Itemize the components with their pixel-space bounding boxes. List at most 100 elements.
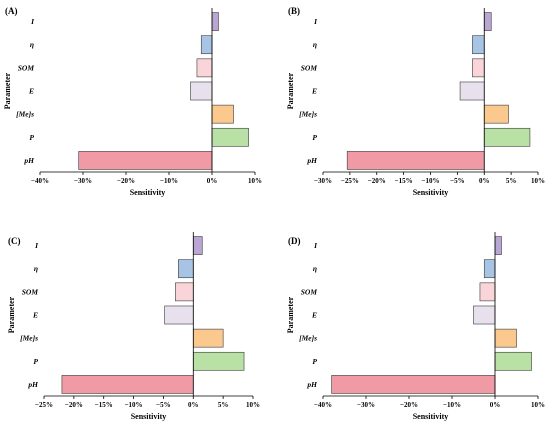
panel-label: (D) bbox=[288, 236, 301, 246]
chart-panel-2: (B) Parameter Iη SOM E [Me]s PpH −30% −25% −20% −1… bbox=[286, 6, 545, 197]
category-label: E bbox=[311, 311, 317, 320]
x-axis-title: Sensitivity bbox=[131, 412, 167, 421]
category-label: SOM bbox=[18, 63, 35, 72]
bar-1 bbox=[178, 259, 194, 279]
x-tick-label: −5% bbox=[450, 177, 465, 185]
category-label: pH bbox=[27, 380, 39, 389]
category-label: [Me]s bbox=[16, 110, 34, 119]
bar-2 bbox=[196, 58, 213, 78]
bar-0 bbox=[211, 12, 219, 31]
bar-3 bbox=[190, 81, 213, 101]
x-tick-label: −40% bbox=[314, 401, 332, 409]
bar-6 bbox=[331, 375, 496, 394]
category-label: P bbox=[33, 357, 38, 366]
x-axis-title: Sensitivity bbox=[413, 188, 449, 197]
bar-4 bbox=[192, 328, 224, 348]
category-label: pH bbox=[23, 156, 35, 165]
category-label: η bbox=[313, 40, 317, 49]
x-tick-label: 10% bbox=[531, 401, 545, 409]
category-label: pH bbox=[306, 156, 318, 165]
bar-4 bbox=[494, 328, 517, 348]
x-tick-label: −30% bbox=[314, 177, 332, 185]
x-tick-label: 5% bbox=[218, 401, 229, 409]
x-tick-label: −10% bbox=[422, 177, 440, 185]
x-tick-label: 10% bbox=[248, 177, 262, 185]
bar-1 bbox=[472, 35, 485, 55]
category-label: pH bbox=[306, 380, 318, 389]
category-label: P bbox=[312, 357, 317, 366]
category-label: E bbox=[311, 87, 317, 96]
bar-3 bbox=[164, 305, 194, 325]
bar-4 bbox=[483, 104, 509, 124]
x-tick-label: −25% bbox=[341, 177, 359, 185]
panel-label: (A) bbox=[5, 6, 18, 16]
bar-6 bbox=[346, 151, 485, 170]
bar-3 bbox=[459, 81, 485, 101]
category-label: η bbox=[30, 40, 34, 49]
category-label: [Me]s bbox=[299, 110, 317, 119]
x-tick-label: −15% bbox=[395, 177, 413, 185]
x-tick-label: 10% bbox=[246, 401, 260, 409]
category-label: I bbox=[313, 17, 318, 26]
x-tick-label: 10% bbox=[531, 177, 545, 185]
bar-5 bbox=[192, 351, 245, 371]
x-tick-label: −30% bbox=[357, 401, 375, 409]
bar-1 bbox=[483, 259, 496, 279]
x-tick-label: −20% bbox=[368, 177, 386, 185]
bar-0 bbox=[494, 236, 502, 255]
bar-4 bbox=[211, 104, 234, 124]
x-tick-label: −40% bbox=[31, 177, 49, 185]
x-tick-label: 0% bbox=[479, 177, 490, 185]
x-axis-title: Sensitivity bbox=[413, 412, 449, 421]
x-tick-label: −20% bbox=[117, 177, 135, 185]
bar-3 bbox=[473, 305, 496, 325]
category-label: SOM bbox=[301, 287, 318, 296]
category-label: η bbox=[313, 264, 317, 273]
category-label: SOM bbox=[22, 287, 39, 296]
x-tick-label: 0% bbox=[188, 401, 199, 409]
category-label: E bbox=[32, 311, 38, 320]
x-tick-label: −10% bbox=[160, 177, 178, 185]
x-tick-label: −20% bbox=[65, 401, 83, 409]
x-tick-label: −30% bbox=[74, 177, 92, 185]
x-tick-label: 5% bbox=[506, 177, 517, 185]
bar-2 bbox=[479, 282, 496, 302]
bar-2 bbox=[175, 282, 194, 302]
category-label: I bbox=[313, 241, 318, 250]
category-label: [Me]s bbox=[299, 334, 317, 343]
bar-5 bbox=[483, 127, 531, 147]
chart-panel-4: (D) Parameter Iη SOM E [Me]s PpH −40% −30% −20% −1… bbox=[286, 232, 545, 421]
category-label: [Me]s bbox=[20, 334, 38, 343]
panel-label: (C) bbox=[8, 236, 21, 246]
chart-panel-3: (C) Parameter Iη SOM E [Me]s PpH −25% −20% −15% −1… bbox=[7, 232, 260, 421]
category-label: η bbox=[34, 264, 38, 273]
bar-6 bbox=[61, 375, 194, 394]
bar-0 bbox=[192, 236, 203, 255]
bar-2 bbox=[472, 58, 485, 78]
bar-0 bbox=[483, 12, 492, 31]
category-label: E bbox=[28, 87, 34, 96]
x-tick-label: 0% bbox=[490, 401, 501, 409]
category-label: P bbox=[29, 133, 34, 142]
category-label: I bbox=[30, 17, 35, 26]
category-label: P bbox=[312, 133, 317, 142]
panel-label: (B) bbox=[288, 6, 300, 16]
x-tick-label: −10% bbox=[443, 401, 461, 409]
bar-1 bbox=[200, 35, 213, 55]
x-tick-label: 0% bbox=[207, 177, 218, 185]
y-axis-title: Parameter bbox=[286, 72, 295, 109]
y-axis-title: Parameter bbox=[7, 296, 16, 333]
y-axis-title: Parameter bbox=[286, 296, 295, 333]
x-tick-label: −5% bbox=[156, 401, 171, 409]
x-tick-label: −20% bbox=[400, 401, 418, 409]
bar-6 bbox=[78, 151, 213, 170]
x-axis-title: Sensitivity bbox=[130, 188, 166, 197]
x-tick-label: −10% bbox=[125, 401, 143, 409]
x-tick-label: −15% bbox=[95, 401, 113, 409]
bar-5 bbox=[211, 127, 249, 147]
y-axis-title: Parameter bbox=[3, 72, 12, 109]
category-label: SOM bbox=[301, 63, 318, 72]
category-label: I bbox=[34, 241, 39, 250]
